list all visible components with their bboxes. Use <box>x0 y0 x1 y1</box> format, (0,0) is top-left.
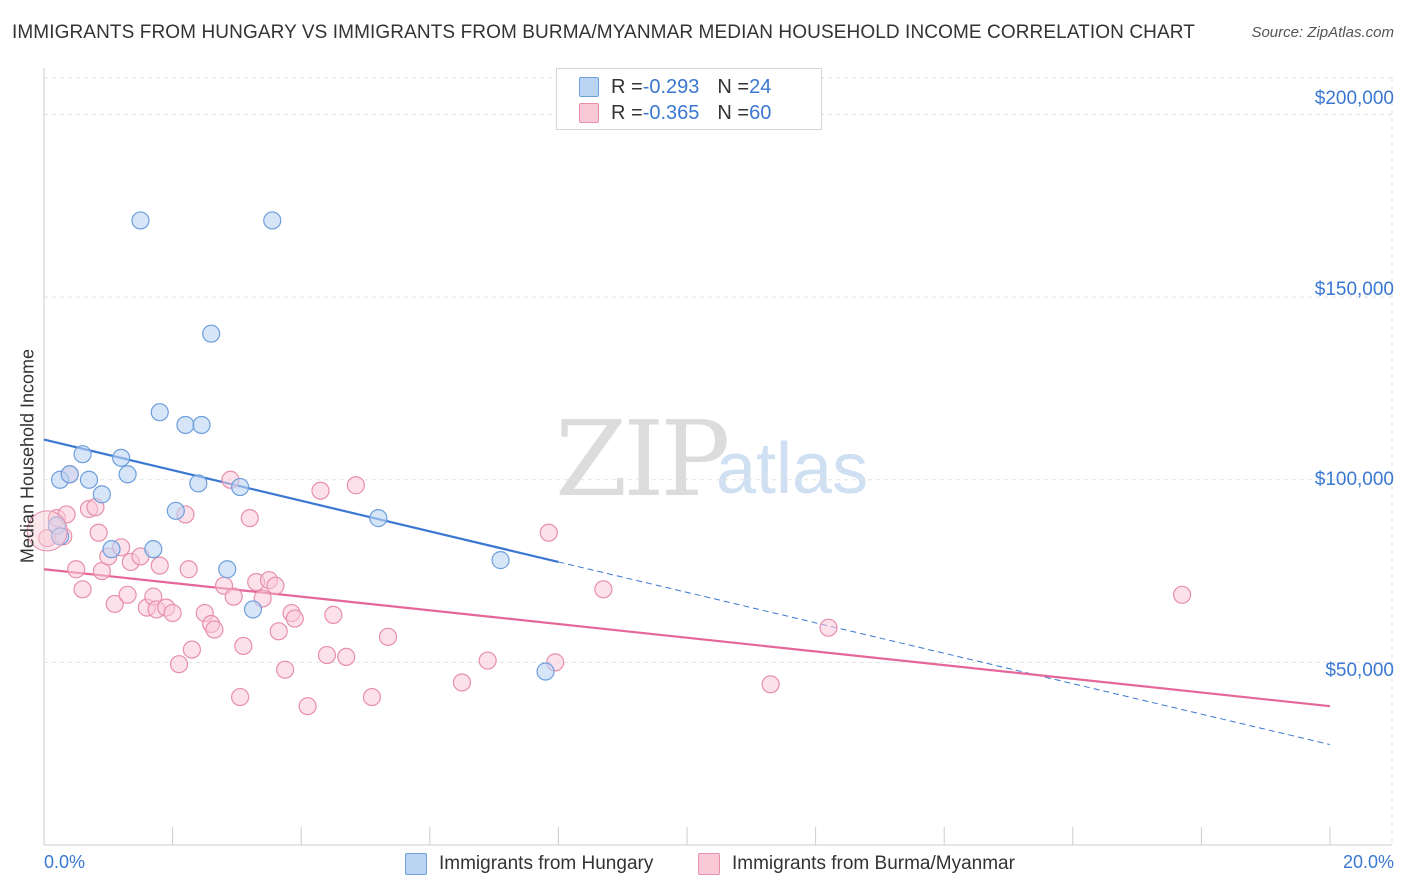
point-hungary <box>118 465 137 484</box>
point-hungary <box>192 415 211 435</box>
point-burma <box>285 609 304 628</box>
legend-n-value: 60 <box>749 101 772 124</box>
y-axis-label: Median Household Income <box>17 348 38 564</box>
point-burma <box>324 605 343 625</box>
legend-r-value: -0.365 <box>642 101 700 124</box>
point-hungary <box>536 662 555 681</box>
point-burma <box>298 697 317 716</box>
legend-r-value: -0.293 <box>642 75 700 98</box>
y-tick-label-200000: $200,000 <box>1314 88 1394 109</box>
watermark-atlas: atlas <box>716 429 869 509</box>
point-burma <box>819 618 838 637</box>
point-hungary <box>166 501 185 520</box>
correlation-legend: R = -0.293 N = 24 R = -0.365 N = 60 <box>556 68 822 130</box>
point-hungary <box>231 477 250 497</box>
point-burma <box>266 576 285 595</box>
legend-swatch-pink <box>579 103 599 123</box>
point-burma <box>205 620 224 639</box>
legend-row-burma: R = -0.365 N = 60 <box>579 100 771 126</box>
point-burma <box>346 476 365 495</box>
x-tick-label-min: 0.0% <box>44 852 86 872</box>
point-cluster <box>26 510 68 552</box>
point-hungary <box>60 465 79 484</box>
point-burma <box>337 647 356 667</box>
point-hungary <box>176 415 195 435</box>
y-tick-label-100000: $100,000 <box>1314 469 1394 490</box>
watermark-zip: ZIP <box>555 398 730 520</box>
bottom-legend-hungary: Immigrants from Hungary <box>405 852 653 876</box>
point-hungary <box>102 540 121 559</box>
legend-swatch-blue <box>405 853 427 875</box>
point-burma <box>179 560 198 579</box>
point-burma <box>452 673 472 692</box>
grid-lines <box>44 77 1394 845</box>
point-burma <box>182 640 201 659</box>
point-burma <box>378 627 398 646</box>
point-burma <box>317 645 337 665</box>
source-credit: Source: ZipAtlas.com <box>1251 24 1394 41</box>
y-tick-label-150000: $150,000 <box>1314 279 1394 300</box>
point-hungary <box>491 551 510 570</box>
point-hungary <box>263 211 282 230</box>
point-burma <box>169 655 189 674</box>
legend-r-label: R = <box>611 101 643 124</box>
point-hungary <box>144 540 163 559</box>
point-hungary <box>189 474 208 493</box>
point-burma <box>269 622 288 641</box>
legend-r-label: R = <box>611 75 643 98</box>
axes <box>43 68 1392 846</box>
point-burma <box>234 636 253 656</box>
point-burma <box>231 687 250 707</box>
point-burma <box>478 651 497 670</box>
point-burma <box>761 675 780 694</box>
point-burma <box>224 587 243 606</box>
legend-swatch-blue <box>579 77 599 97</box>
point-hungary <box>150 403 169 422</box>
y-tick-label-50000: $50,000 <box>1325 660 1394 681</box>
legend-swatch-pink <box>698 853 720 875</box>
bottom-legend-burma: Immigrants from Burma/Myanmar <box>698 852 1015 876</box>
point-burma <box>311 481 330 500</box>
legend-n-label: N = <box>717 75 750 98</box>
point-hungary <box>202 324 221 343</box>
point-burma <box>150 556 169 575</box>
legend-label-hungary: Immigrants from Hungary <box>439 853 654 874</box>
point-hungary <box>79 470 99 489</box>
point-hungary <box>369 509 388 528</box>
point-hungary <box>73 445 92 464</box>
point-burma <box>89 523 108 542</box>
point-hungary <box>218 560 237 579</box>
point-burma <box>67 560 86 579</box>
point-burma <box>362 687 382 707</box>
point-hungary <box>243 600 263 619</box>
point-burma <box>118 585 137 604</box>
point-burma <box>73 580 92 599</box>
legend-label-burma: Immigrants from Burma/Myanmar <box>732 853 1015 874</box>
point-burma <box>1173 585 1192 604</box>
data-points <box>26 211 1192 716</box>
trendline-hungary-extension <box>558 561 1331 746</box>
point-burma <box>105 594 124 614</box>
point-hungary <box>131 211 150 230</box>
point-burma <box>163 603 182 623</box>
point-burma <box>276 660 295 679</box>
legend-n-label: N = <box>717 101 750 124</box>
point-hungary <box>92 485 111 504</box>
legend-n-value: 24 <box>749 75 772 98</box>
point-hungary <box>112 448 131 467</box>
legend-row-hungary: R = -0.293 N = 24 <box>579 74 771 100</box>
x-tick-label-max: 20.0% <box>1342 852 1394 872</box>
point-burma <box>594 580 613 599</box>
point-burma <box>539 523 558 542</box>
chart-title: IMMIGRANTS FROM HUNGARY VS IMMIGRANTS FR… <box>12 22 1195 43</box>
point-burma <box>240 509 259 528</box>
